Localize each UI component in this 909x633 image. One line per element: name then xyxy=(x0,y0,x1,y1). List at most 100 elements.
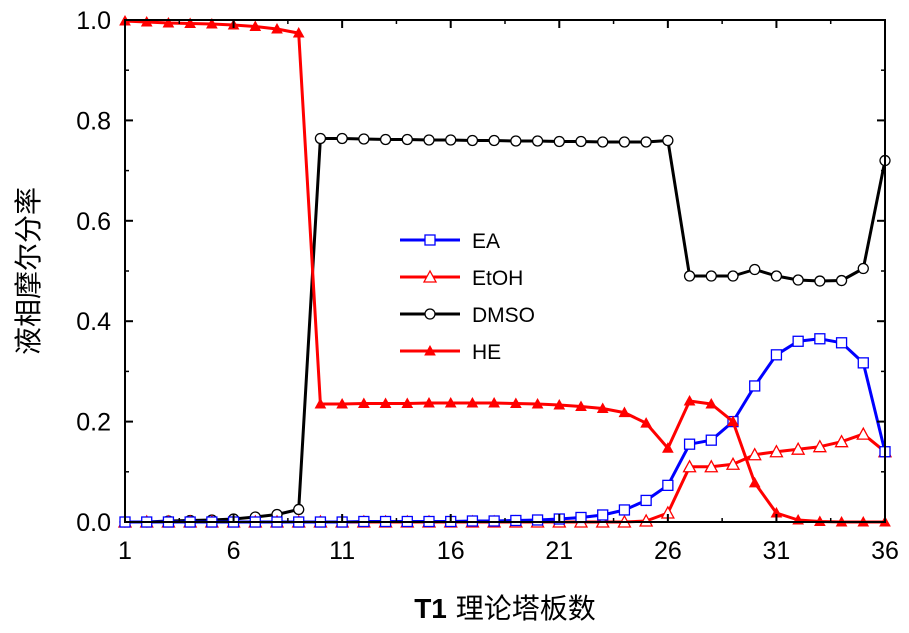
legend-marker-dmso xyxy=(424,308,436,320)
legend: EA EtOH DMSO HE xyxy=(400,230,535,364)
data-point-he xyxy=(510,397,522,409)
data-point-dmso xyxy=(445,134,457,146)
x-tick-label: 36 xyxy=(871,537,899,565)
y-tick-label: 0.6 xyxy=(76,208,111,236)
data-point-dmso xyxy=(727,270,739,282)
legend-label-etoh: EtOH xyxy=(472,267,523,290)
x-tick-label: 16 xyxy=(437,537,465,565)
data-point-ea xyxy=(683,438,696,450)
data-point-dmso xyxy=(835,274,848,287)
data-point-he xyxy=(618,406,631,418)
data-point-etoh xyxy=(769,444,784,458)
data-point-dmso xyxy=(379,133,392,146)
data-point-dmso xyxy=(597,136,609,148)
data-point-ea xyxy=(488,515,500,527)
data-point-dmso xyxy=(358,133,370,145)
data-point-he xyxy=(640,417,652,428)
data-point-dmso xyxy=(553,135,565,148)
data-point-dmso xyxy=(575,135,587,148)
data-point-dmso xyxy=(488,134,500,147)
series-ea xyxy=(119,333,891,528)
series-line-he xyxy=(124,19,885,524)
series-line-etoh xyxy=(125,432,886,524)
data-point-ea xyxy=(597,509,609,521)
y-tick-label: 0.4 xyxy=(76,308,111,336)
data-point-etoh xyxy=(791,441,806,455)
ticks: 1 6 11 16 21 26 31 360.00.20.40.60.81.0 xyxy=(76,7,899,565)
data-point-dmso xyxy=(336,132,348,145)
data-point-etoh xyxy=(834,434,849,448)
data-point-ea xyxy=(640,494,652,507)
data-point-dmso xyxy=(662,134,674,147)
data-point-he xyxy=(727,415,739,427)
data-point-he xyxy=(466,396,479,408)
data-point-he xyxy=(401,397,414,409)
data-point-dmso xyxy=(466,134,479,147)
data-point-dmso xyxy=(857,262,869,275)
data-point-dmso xyxy=(705,270,717,282)
data-point-ea xyxy=(510,514,522,527)
legend-marker-he xyxy=(424,344,436,356)
data-point-dmso xyxy=(401,133,413,146)
x-tick-label: 11 xyxy=(329,537,355,565)
data-point-he xyxy=(488,396,500,408)
data-point-ea xyxy=(770,349,783,361)
data-point-he xyxy=(814,515,826,526)
series-dmso xyxy=(119,132,891,528)
data-point-ea xyxy=(749,380,761,392)
data-point-he xyxy=(314,398,327,409)
data-point-dmso xyxy=(640,136,652,148)
data-point-ea xyxy=(814,333,826,345)
legend-marker-etoh xyxy=(422,269,438,283)
y-axis-title: 液相摩尔分率 xyxy=(12,187,45,355)
data-point-he xyxy=(358,397,370,409)
x-tick-label: 1 xyxy=(118,537,132,565)
data-point-dmso xyxy=(683,270,696,282)
data-point-ea xyxy=(792,335,804,347)
data-point-ea xyxy=(857,357,869,369)
data-point-dmso xyxy=(423,134,435,146)
data-point-he xyxy=(292,27,305,38)
y-tick-label: 0.2 xyxy=(76,409,111,437)
x-tick-label: 26 xyxy=(654,537,682,565)
data-point-he xyxy=(184,17,196,29)
data-point-ea xyxy=(662,479,674,492)
data-point-he xyxy=(162,16,175,28)
data-point-dmso xyxy=(510,135,522,147)
legend-label-ea: EA xyxy=(472,230,500,253)
data-point-etoh xyxy=(856,426,871,440)
series-he xyxy=(119,14,891,527)
y-tick-label: 1.0 xyxy=(76,7,111,35)
legend-label-he: HE xyxy=(472,341,501,364)
data-point-he xyxy=(271,23,283,34)
data-point-ea xyxy=(705,434,717,446)
data-point-he xyxy=(553,399,566,410)
data-point-he xyxy=(575,400,587,412)
data-point-ea xyxy=(466,515,479,527)
x-axis-title: T1 理论塔板数 xyxy=(414,592,596,625)
data-point-etoh xyxy=(725,456,741,470)
data-point-he xyxy=(596,402,609,414)
data-point-etoh xyxy=(812,439,827,453)
legend-marker-ea xyxy=(424,234,436,246)
data-point-he xyxy=(531,398,544,409)
data-point-dmso xyxy=(293,503,305,516)
data-point-he xyxy=(705,398,718,409)
data-point-he xyxy=(206,17,218,29)
data-point-he xyxy=(444,396,457,408)
data-point-ea xyxy=(835,337,848,349)
data-point-he xyxy=(423,396,435,408)
data-point-he xyxy=(249,20,262,32)
data-point-etoh xyxy=(682,459,697,473)
data-point-he xyxy=(683,394,696,406)
y-tick-label: 0.8 xyxy=(76,107,111,135)
series-line-ea xyxy=(125,337,887,524)
data-point-dmso xyxy=(314,132,327,145)
data-point-he xyxy=(748,476,761,488)
y-tick-label: 0.0 xyxy=(76,509,111,537)
data-point-etoh xyxy=(747,447,762,461)
data-point-dmso xyxy=(531,135,544,147)
data-point-he xyxy=(140,15,153,27)
data-point-he xyxy=(662,442,674,453)
